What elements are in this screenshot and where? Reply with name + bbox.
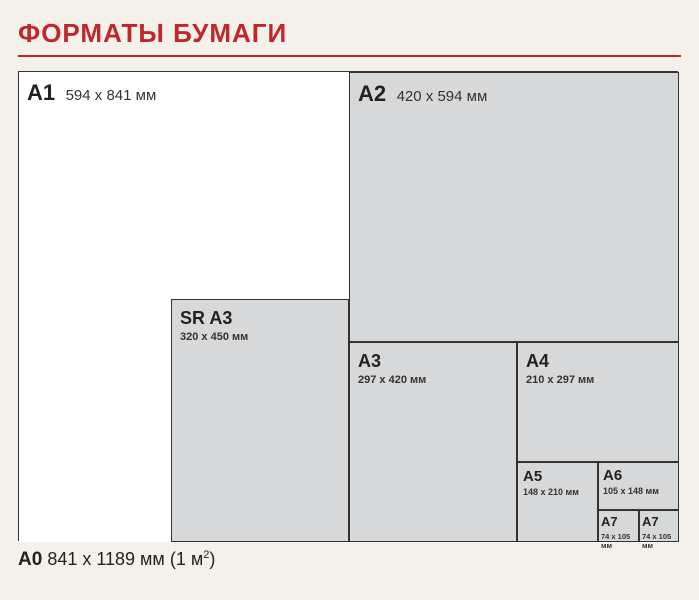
a6-dims: 105 x 148 мм <box>603 486 674 496</box>
a4-name: A4 <box>526 351 549 371</box>
a0-dims: 841 x 1189 мм <box>47 549 165 569</box>
box-a7-right: A7 74 x 105 мм <box>639 510 679 542</box>
sra3-dims: 320 x 450 мм <box>180 331 340 343</box>
a6-name: A6 <box>603 467 622 484</box>
a2-dims: 420 x 594 мм <box>397 88 488 105</box>
box-a7-left: A7 74 x 105 мм <box>598 510 639 542</box>
a0-area: (1 м2) <box>170 549 216 569</box>
paper-size-diagram: A1 594 x 841 мм SR A3 320 x 450 мм A2 42… <box>18 71 678 541</box>
box-sra3: SR A3 320 x 450 мм <box>171 299 349 542</box>
a3-dims: 297 x 420 мм <box>358 374 508 386</box>
a1-name: A1 <box>27 80 55 105</box>
box-a3: A3 297 x 420 мм <box>349 342 517 542</box>
box-a4: A4 210 x 297 мм <box>517 342 679 462</box>
sra3-name: SR A3 <box>180 308 232 328</box>
a7b-name: A7 <box>642 514 659 529</box>
a0-name: A0 <box>18 549 42 570</box>
a0-caption: A0 841 x 1189 мм (1 м2) <box>18 549 681 571</box>
a2-name: A2 <box>358 81 386 106</box>
a4-dims: 210 x 297 мм <box>526 374 670 386</box>
a1-dims: 594 x 841 мм <box>66 87 157 104</box>
a5-dims: 148 x 210 мм <box>523 487 592 497</box>
page-title: ФОРМАТЫ БУМАГИ <box>18 18 681 57</box>
box-a6: A6 105 x 148 мм <box>598 462 679 510</box>
box-a5: A5 148 x 210 мм <box>517 462 598 542</box>
a7b-dims: 74 x 105 мм <box>642 532 676 550</box>
a7a-dims: 74 x 105 мм <box>601 532 636 550</box>
a5-name: A5 <box>523 468 542 485</box>
a7a-name: A7 <box>601 514 618 529</box>
box-a2: A2 420 x 594 мм <box>349 72 679 342</box>
a3-name: A3 <box>358 351 381 371</box>
